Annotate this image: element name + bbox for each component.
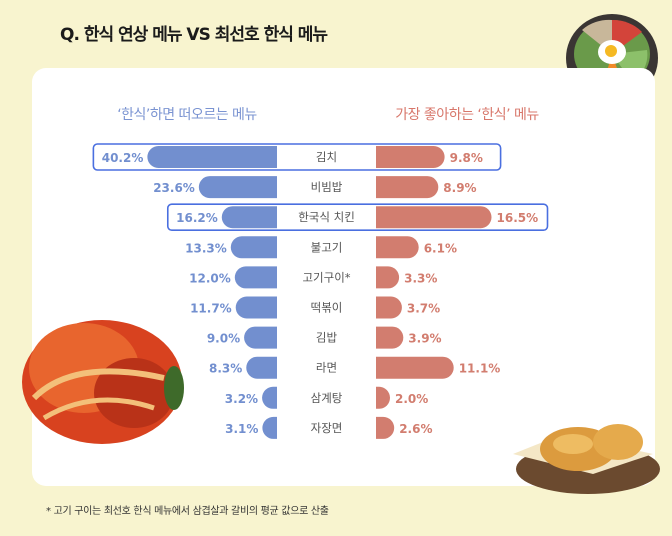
highlight-box bbox=[92, 143, 502, 171]
category-label: 떡볶이 bbox=[311, 301, 343, 315]
right-value-label: 16.5% bbox=[497, 211, 539, 225]
left-bar bbox=[235, 296, 277, 319]
left-value-label: 13.3% bbox=[185, 241, 227, 255]
right-bar bbox=[376, 326, 404, 349]
right-bar bbox=[376, 386, 391, 409]
left-bar bbox=[234, 266, 277, 289]
right-series-header: 가장 좋아하는 ‘한식’ 메뉴 bbox=[395, 107, 539, 123]
right-bar bbox=[376, 236, 419, 259]
right-bar bbox=[376, 146, 445, 168]
left-series-header: ‘한식’하면 떠오르는 메뉴 bbox=[117, 107, 257, 123]
right-bar bbox=[376, 416, 395, 439]
category-label: 자장면 bbox=[311, 421, 343, 435]
fried-chicken-illustration bbox=[513, 424, 660, 494]
left-value-label: 9.0% bbox=[207, 332, 240, 346]
right-value-label: 9.8% bbox=[450, 151, 483, 165]
left-bar bbox=[246, 356, 277, 379]
category-label: 고기구이* bbox=[302, 270, 350, 284]
left-value-label: 12.0% bbox=[189, 271, 231, 285]
right-value-label: 3.3% bbox=[404, 271, 437, 285]
left-bar bbox=[244, 326, 277, 349]
right-value-label: 2.6% bbox=[399, 422, 432, 436]
category-label: 라면 bbox=[316, 361, 337, 375]
right-value-label: 6.1% bbox=[424, 241, 457, 255]
right-bar bbox=[376, 356, 454, 379]
right-value-label: 2.0% bbox=[395, 392, 428, 406]
footnote: * 고기 구이는 최선호 한식 메뉴에서 삼겹살과 갈비의 평균 값으로 산출 bbox=[46, 506, 329, 517]
right-value-label: 3.9% bbox=[408, 332, 441, 346]
left-value-label: 11.7% bbox=[190, 302, 232, 316]
category-label: 김치 bbox=[316, 150, 337, 164]
right-bar bbox=[376, 206, 492, 229]
right-bar bbox=[376, 296, 402, 319]
category-label: 김밥 bbox=[316, 331, 338, 345]
category-label: 삼계탕 bbox=[311, 391, 343, 405]
left-bar bbox=[221, 206, 277, 229]
left-value-label: 16.2% bbox=[176, 211, 218, 225]
left-bar bbox=[262, 386, 277, 409]
left-value-label: 40.2% bbox=[102, 151, 144, 165]
right-value-label: 11.1% bbox=[459, 362, 501, 376]
category-label: 불고기 bbox=[311, 240, 343, 254]
left-bar bbox=[262, 416, 277, 439]
highlight-box bbox=[166, 203, 549, 231]
left-value-label: 8.3% bbox=[209, 362, 242, 376]
category-label: 비빔밥 bbox=[311, 180, 343, 194]
left-value-label: 23.6% bbox=[153, 181, 195, 195]
left-value-label: 3.1% bbox=[225, 422, 258, 436]
right-bar bbox=[376, 266, 400, 289]
left-bar bbox=[198, 176, 277, 199]
kimchi-illustration bbox=[22, 320, 184, 444]
chart-title: Q. 한식 연상 메뉴 VS 최선호 한식 메뉴 bbox=[60, 25, 328, 45]
category-label: 한국식 치킨 bbox=[298, 210, 355, 224]
left-bar bbox=[147, 146, 277, 168]
right-value-label: 8.9% bbox=[443, 181, 476, 195]
right-value-label: 3.7% bbox=[407, 302, 440, 316]
left-bar bbox=[230, 236, 277, 259]
left-value-label: 3.2% bbox=[225, 392, 258, 406]
right-bar bbox=[376, 176, 439, 199]
